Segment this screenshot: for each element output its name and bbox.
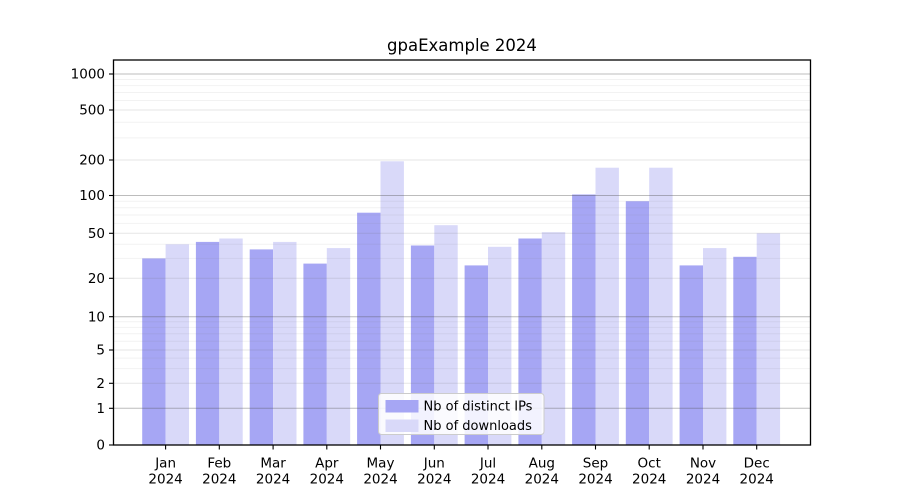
bar-distinct_ips-jan: [142, 258, 166, 445]
x-tick-label-year-feb: 2024: [202, 472, 236, 488]
legend-swatch-downloads: [385, 419, 419, 432]
gridlines-layer: [113, 73, 811, 409]
x-tick-label-month-aug: Aug: [529, 456, 555, 472]
x-tick-label-month-feb: Feb: [207, 456, 231, 472]
x-tick-label-year-aug: 2024: [525, 472, 559, 488]
y-tick-label-2: 2: [96, 376, 105, 392]
x-tick-label-month-sep: Sep: [583, 456, 608, 472]
x-tick-label-year-oct: 2024: [632, 472, 666, 488]
x-tick-label-month-mar: Mar: [260, 456, 286, 472]
bar-downloads-apr: [326, 248, 351, 445]
x-tick-label-year-apr: 2024: [310, 472, 344, 488]
x-tick-label-month-dec: Dec: [744, 456, 770, 472]
x-tick-label-year-sep: 2024: [578, 472, 612, 488]
bar-distinct_ips-feb: [195, 241, 220, 445]
y-tick-label-0: 0: [96, 438, 105, 454]
bar-downloads-nov: [703, 248, 727, 445]
bar-downloads-may: [380, 161, 404, 446]
x-tick-label-month-jan: Jan: [154, 456, 176, 472]
x-tick-label-month-jul: Jul: [479, 456, 496, 472]
y-tick-label-1: 1: [96, 401, 105, 417]
bar-downloads-aug: [541, 232, 566, 445]
x-tick-label-month-oct: Oct: [638, 456, 661, 472]
bar-distinct_ips-oct: [625, 201, 650, 445]
x-tick-label-month-may: May: [367, 456, 395, 472]
bar-distinct_ips-dec: [733, 256, 757, 445]
y-tick-label-500: 500: [79, 103, 105, 119]
legend-label-distinct_ips: Nb of distinct IPs: [424, 400, 533, 415]
x-tick-label-year-jun: 2024: [417, 472, 451, 488]
bar-distinct_ips-sep: [572, 194, 596, 445]
bar-distinct_ips-may: [357, 212, 381, 445]
axes-layer: 01251020501002005001000Jan2024Feb2024Mar…: [71, 59, 812, 488]
legend-box: [378, 393, 545, 435]
bar-downloads-mar: [273, 241, 297, 445]
chart-title: gpaExample 2024: [387, 36, 537, 55]
x-tick-label-year-jan: 2024: [148, 472, 182, 488]
bar-distinct_ips-apr: [303, 263, 327, 445]
bar-downloads-sep: [595, 167, 619, 445]
x-tick-label-year-nov: 2024: [686, 472, 720, 488]
x-tick-label-year-dec: 2024: [740, 472, 774, 488]
y-tick-label-50: 50: [88, 226, 105, 242]
bar-downloads-feb: [219, 238, 243, 445]
x-tick-label-year-mar: 2024: [256, 472, 290, 488]
bar-downloads-jun: [434, 225, 458, 445]
bar-downloads-jan: [165, 244, 189, 445]
legend-label-downloads: Nb of downloads: [424, 419, 533, 434]
bar-downloads-oct: [649, 167, 673, 445]
y-tick-label-1000: 1000: [71, 67, 105, 83]
y-tick-label-100: 100: [79, 188, 105, 204]
bar-distinct_ips-nov: [679, 265, 703, 445]
plot-border: [112, 59, 812, 446]
x-tick-label-year-jul: 2024: [471, 472, 505, 488]
y-tick-label-10: 10: [88, 309, 105, 325]
x-tick-label-month-apr: Apr: [315, 456, 339, 472]
bar-downloads-dec: [756, 233, 781, 445]
bar-distinct_ips-mar: [249, 249, 274, 445]
y-tick-label-200: 200: [79, 153, 105, 169]
x-tick-label-month-nov: Nov: [690, 456, 716, 472]
legend: Nb of distinct IPs Nb of downloads: [378, 393, 545, 435]
legend-swatch-distinct_ips: [385, 400, 419, 413]
y-tick-label-20: 20: [88, 271, 105, 287]
x-tick-label-month-jun: Jun: [423, 456, 445, 472]
x-tick-label-year-may: 2024: [363, 472, 397, 488]
y-tick-label-5: 5: [96, 343, 105, 359]
